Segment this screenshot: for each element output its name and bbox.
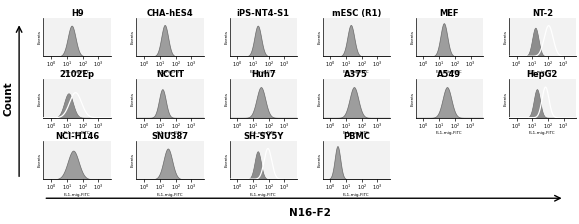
X-axis label: FL1-mig-FITC: FL1-mig-FITC: [343, 131, 369, 135]
Y-axis label: Events: Events: [224, 92, 228, 106]
X-axis label: FL1-mig-FITC: FL1-mig-FITC: [343, 193, 369, 197]
Y-axis label: Events: Events: [224, 30, 228, 44]
Title: HepG2: HepG2: [527, 70, 558, 79]
X-axis label: FL1-mig-FITC: FL1-mig-FITC: [436, 131, 463, 135]
Y-axis label: Events: Events: [131, 30, 135, 44]
Y-axis label: Events: Events: [224, 153, 228, 167]
Title: mESC (R1): mESC (R1): [332, 9, 381, 18]
X-axis label: FL1-mig-FITC: FL1-mig-FITC: [529, 131, 556, 135]
Y-axis label: Events: Events: [131, 153, 135, 167]
Y-axis label: Events: Events: [503, 30, 507, 44]
X-axis label: FL1-mig-FITC: FL1-mig-FITC: [64, 70, 90, 74]
X-axis label: FL1-mig-FITC: FL1-mig-FITC: [436, 70, 463, 74]
X-axis label: FL1-mig-FITC: FL1-mig-FITC: [157, 70, 184, 74]
Title: Huh7: Huh7: [251, 70, 276, 79]
Title: NT-2: NT-2: [532, 9, 553, 18]
Y-axis label: Events: Events: [503, 92, 507, 106]
X-axis label: FL1-mig-FITC: FL1-mig-FITC: [250, 70, 277, 74]
Title: NCCIT: NCCIT: [156, 70, 184, 79]
Y-axis label: Events: Events: [411, 92, 414, 106]
Y-axis label: Events: Events: [317, 153, 321, 167]
Y-axis label: Events: Events: [38, 30, 42, 44]
Title: A375: A375: [345, 70, 368, 79]
Y-axis label: Events: Events: [38, 153, 42, 167]
Title: CHA-hES4: CHA-hES4: [147, 9, 193, 18]
Title: 2102Ep: 2102Ep: [60, 70, 94, 79]
Text: Count: Count: [3, 81, 14, 116]
Title: SH-SY5Y: SH-SY5Y: [243, 132, 284, 141]
Title: MEF: MEF: [439, 9, 459, 18]
X-axis label: FL1-mig-FITC: FL1-mig-FITC: [343, 70, 369, 74]
X-axis label: FL1-mig-FITC: FL1-mig-FITC: [157, 131, 184, 135]
Text: N16-F2: N16-F2: [289, 208, 331, 218]
Y-axis label: Events: Events: [411, 30, 414, 44]
Y-axis label: Events: Events: [38, 92, 42, 106]
Title: PBMC: PBMC: [343, 132, 370, 141]
Title: H9: H9: [71, 9, 83, 18]
X-axis label: FL1-mig-FITC: FL1-mig-FITC: [250, 131, 277, 135]
Y-axis label: Events: Events: [131, 92, 135, 106]
Title: SNU387: SNU387: [152, 132, 189, 141]
X-axis label: FL1-mig-FITC: FL1-mig-FITC: [529, 70, 556, 74]
X-axis label: FL1-mig-FITC: FL1-mig-FITC: [64, 131, 90, 135]
X-axis label: FL1-mig-FITC: FL1-mig-FITC: [250, 193, 277, 197]
Title: iPS-NT4-S1: iPS-NT4-S1: [237, 9, 290, 18]
X-axis label: FL1-mig-FITC: FL1-mig-FITC: [64, 193, 90, 197]
Title: A549: A549: [437, 70, 461, 79]
Y-axis label: Events: Events: [317, 30, 321, 44]
Y-axis label: Events: Events: [317, 92, 321, 106]
X-axis label: FL1-mig-FITC: FL1-mig-FITC: [157, 193, 184, 197]
Title: NCI-H146: NCI-H146: [55, 132, 99, 141]
